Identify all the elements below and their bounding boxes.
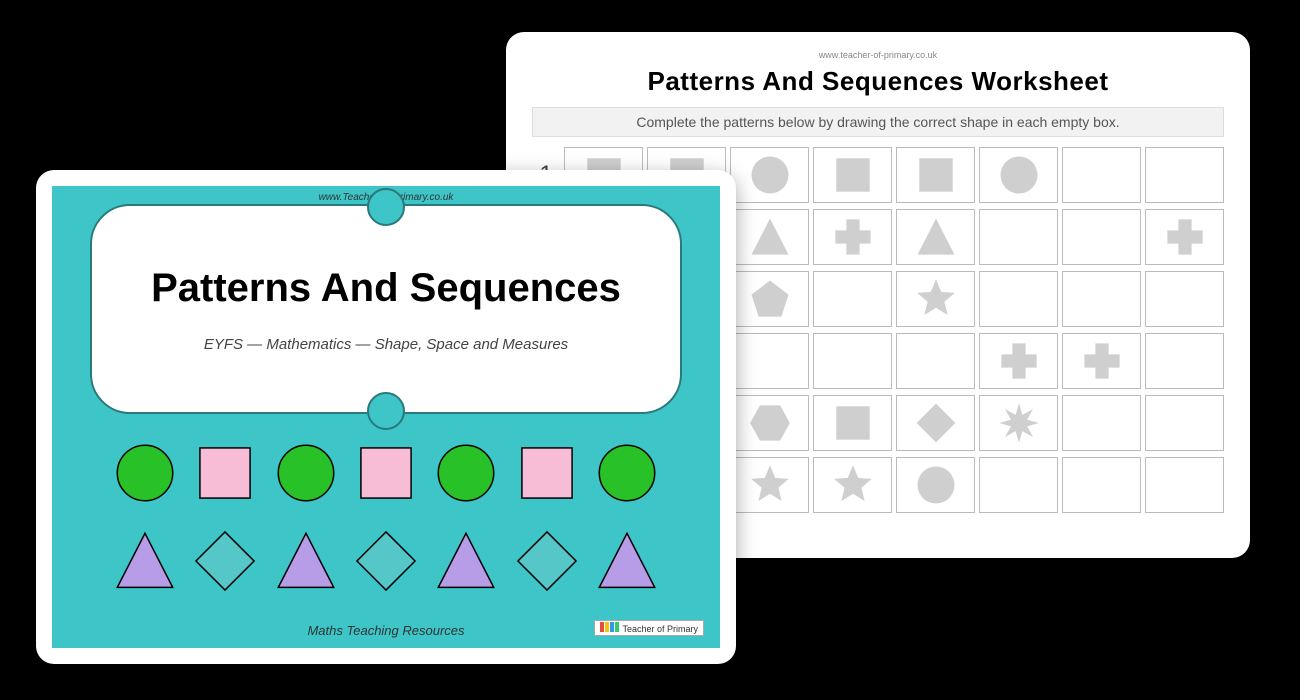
circle-shape (273, 440, 339, 506)
cover-shapes-row-1 (112, 440, 660, 506)
worksheet-cell (1062, 457, 1141, 513)
worksheet-instructions: Complete the patterns below by drawing t… (532, 107, 1224, 137)
triangle-shape (594, 528, 660, 594)
worksheet-cell (1145, 457, 1224, 513)
worksheet-cell (896, 271, 975, 327)
worksheet-cell (1145, 147, 1224, 203)
worksheet-cell (730, 147, 809, 203)
diamond-shape (192, 528, 258, 594)
cover-page: www.Teacher-of-Primary.co.uk Patterns An… (36, 170, 736, 664)
triangle-shape (433, 528, 499, 594)
circle-shape (433, 440, 499, 506)
square-shape (353, 440, 419, 506)
worksheet-cell (896, 209, 975, 265)
worksheet-cell (1145, 333, 1224, 389)
worksheet-url: www.teacher-of-primary.co.uk (532, 50, 1224, 60)
worksheet-cell (1145, 395, 1224, 451)
circle-shape (594, 440, 660, 506)
worksheet-title: Patterns And Sequences Worksheet (532, 66, 1224, 97)
worksheet-cell (979, 395, 1058, 451)
worksheet-cell (1062, 271, 1141, 327)
triangle-shape (112, 528, 178, 594)
worksheet-cell (979, 209, 1058, 265)
logo-text: Teacher of Primary (622, 624, 698, 634)
worksheet-cell (1062, 147, 1141, 203)
diamond-shape (514, 528, 580, 594)
worksheet-cell (1145, 271, 1224, 327)
worksheet-cell (730, 395, 809, 451)
worksheet-cell (979, 147, 1058, 203)
worksheet-cell (1062, 395, 1141, 451)
cover-subtitle: EYFS — Mathematics — Shape, Space and Me… (92, 336, 680, 353)
square-shape (514, 440, 580, 506)
worksheet-cell (730, 457, 809, 513)
worksheet-cell (813, 271, 892, 327)
worksheet-cell (813, 333, 892, 389)
worksheet-cell (979, 457, 1058, 513)
cover-shapes-row-2 (112, 528, 660, 594)
cover-background: www.Teacher-of-Primary.co.uk Patterns An… (52, 186, 720, 648)
worksheet-cell (1062, 333, 1141, 389)
title-bracket: Patterns And Sequences EYFS — Mathematic… (90, 204, 682, 414)
square-shape (192, 440, 258, 506)
worksheet-cell (896, 147, 975, 203)
worksheet-cell (730, 333, 809, 389)
worksheet-cell (813, 457, 892, 513)
cover-title: Patterns And Sequences (92, 266, 680, 311)
worksheet-cell (813, 209, 892, 265)
worksheet-cell (896, 333, 975, 389)
worksheet-cell (979, 271, 1058, 327)
circle-shape (112, 440, 178, 506)
worksheet-cell (896, 457, 975, 513)
worksheet-cell (813, 147, 892, 203)
worksheet-cell (1145, 209, 1224, 265)
worksheet-cell (896, 395, 975, 451)
worksheet-cell (730, 209, 809, 265)
diamond-shape (353, 528, 419, 594)
worksheet-cell (813, 395, 892, 451)
publisher-logo: Teacher of Primary (594, 620, 704, 636)
worksheet-cell (979, 333, 1058, 389)
worksheet-cell (730, 271, 809, 327)
worksheet-cell (1062, 209, 1141, 265)
triangle-shape (273, 528, 339, 594)
